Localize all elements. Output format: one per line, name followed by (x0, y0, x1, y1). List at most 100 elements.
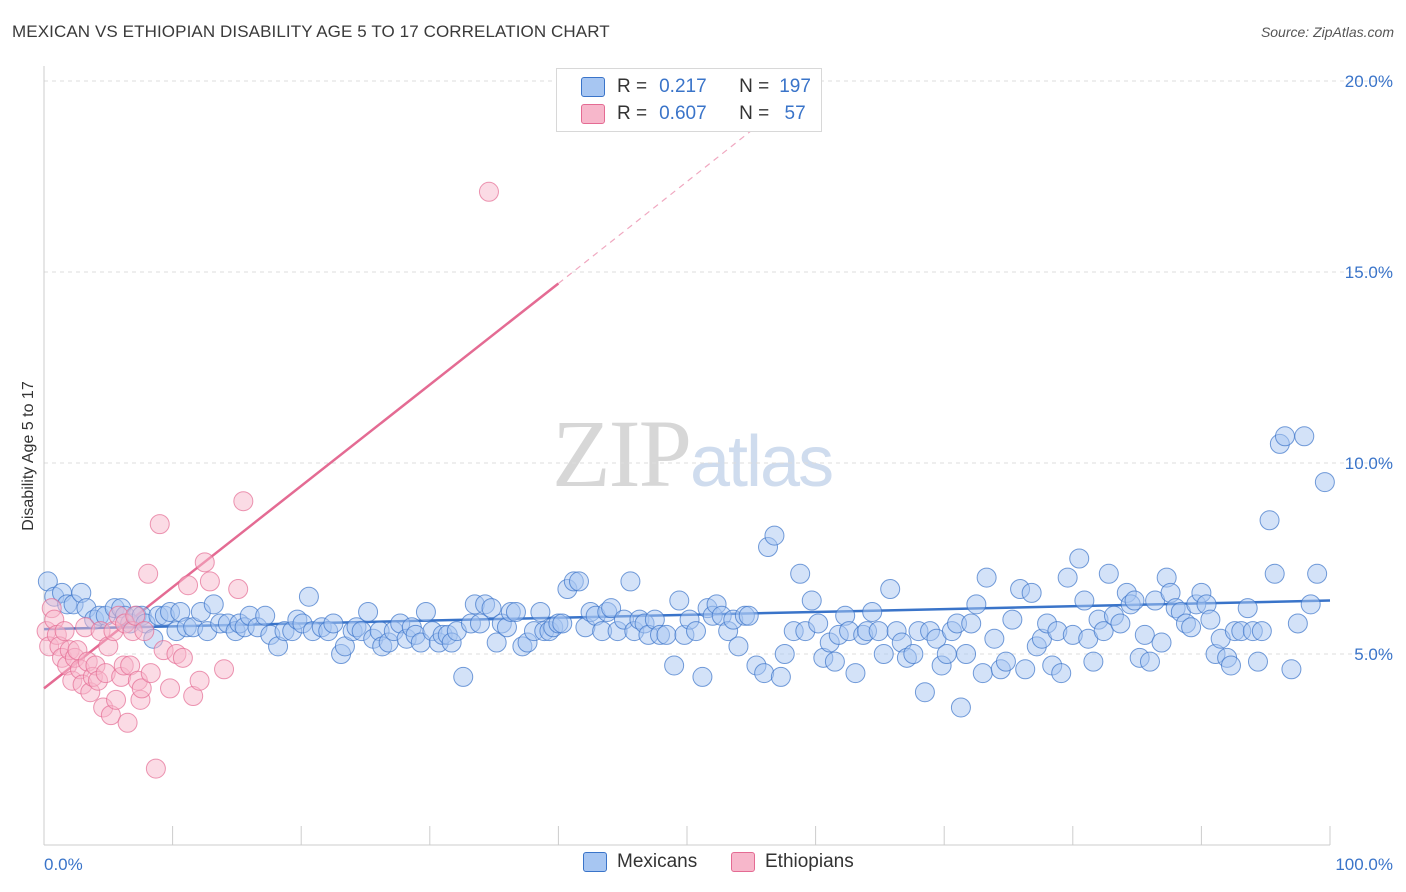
watermark-atlas: atlas (690, 422, 834, 502)
legend-label-mexicans: Mexicans (617, 851, 698, 872)
legend-swatch-pink (581, 104, 605, 124)
ethiopian-point (172, 647, 193, 668)
ethiopian-point (117, 712, 138, 733)
mexican-point (976, 567, 997, 588)
mexican-point (1015, 659, 1036, 680)
mexican-point (453, 666, 474, 687)
ethiopian-point (134, 621, 155, 642)
mexican-point (845, 663, 866, 684)
mexican-point (824, 651, 845, 672)
ethiopian-point (160, 678, 181, 699)
mexican-point (469, 613, 490, 634)
mexican-point (505, 601, 526, 622)
mexican-point (1110, 613, 1131, 634)
ethiopian-point (140, 663, 161, 684)
grid (44, 80, 1392, 655)
mexican-point (1134, 624, 1155, 645)
ethiopian-point (228, 579, 249, 600)
mexican-point (961, 613, 982, 634)
mexican-point (1251, 621, 1272, 642)
mexican-point (774, 644, 795, 664)
ethiopian-point (178, 575, 199, 596)
mexican-point (1300, 594, 1321, 615)
mexican-point (1002, 609, 1023, 630)
mexican-point (203, 594, 224, 615)
mexican-point (1247, 651, 1268, 672)
legend-row-ethiopians: R = 0.607 N = 57 (581, 102, 806, 126)
source-label: Source: ZipAtlas.com (1260, 24, 1394, 40)
mexican-point (415, 601, 436, 622)
mexican-point (1069, 548, 1090, 569)
ethiopian-point (149, 514, 170, 535)
mexican-point (1181, 617, 1202, 638)
mexican-point (1057, 567, 1078, 588)
mexican-point (601, 598, 622, 619)
mexican-point (754, 663, 775, 684)
mexican-point (1074, 590, 1095, 611)
legend-item-ethiopians[interactable]: Ethiopians (731, 851, 854, 873)
legend-n-value: 57 (779, 103, 806, 124)
legend-swatch-ethiopians (731, 852, 755, 872)
legend-n-label: N = (739, 76, 770, 97)
legend-r-value: 0.217 (659, 76, 707, 97)
mexican-point (903, 644, 924, 664)
ethiopian-point (194, 552, 215, 573)
mexican-point (1021, 582, 1042, 603)
mexican-point (972, 663, 993, 684)
mexican-point (880, 579, 901, 600)
legend-r-label: R = (617, 76, 648, 97)
mexican-point (1083, 651, 1104, 672)
legend-n-label: N = (739, 103, 770, 124)
mexican-point (664, 655, 685, 676)
mexican-point (323, 613, 344, 634)
mexican-point (862, 601, 883, 622)
mexican-point (358, 601, 379, 622)
y-tick-label: 20.0% (1345, 72, 1393, 91)
mexican-point (1281, 659, 1302, 680)
mexican-point (808, 613, 829, 634)
mexican-point (568, 571, 589, 592)
mexican-point (692, 666, 713, 687)
mexican-point (950, 697, 971, 718)
mexican-point (728, 636, 749, 657)
ethiopian-point (189, 670, 210, 691)
mexican-point (656, 624, 677, 645)
data-points (36, 181, 1335, 779)
trend-line-ethiopians-extension (558, 130, 752, 284)
ethiopian-point (138, 563, 159, 584)
legend-item-mexicans[interactable]: Mexicans (583, 851, 697, 873)
mexican-point (1237, 598, 1258, 619)
mexican-point (1093, 621, 1114, 642)
mexican-point (790, 563, 811, 584)
mexican-point (995, 651, 1016, 672)
mexican-point (1287, 613, 1308, 634)
mexican-point (1307, 563, 1328, 584)
mexican-point (1264, 563, 1285, 584)
mexican-point (1259, 510, 1280, 531)
ethiopian-point (54, 621, 75, 642)
mexican-point (966, 594, 987, 615)
y-tick-label: 15.0% (1345, 263, 1393, 282)
ethiopian-point (131, 678, 152, 699)
mexican-point (801, 590, 822, 611)
chart-title: MEXICAN VS ETHIOPIAN DISABILITY AGE 5 TO… (12, 22, 610, 41)
y-tick-label: 10.0% (1345, 454, 1393, 473)
mexican-point (1274, 426, 1295, 447)
mexican-point (1051, 663, 1072, 684)
legend-n-value: 197 (779, 76, 811, 97)
mexican-point (1098, 563, 1119, 584)
mexican-point (1314, 472, 1335, 493)
series-legend: Mexicans Ethiopians (0, 851, 1406, 877)
ethiopian-point (106, 689, 127, 710)
y-tick-label: 5.0% (1354, 645, 1393, 664)
mexican-point (1124, 590, 1145, 611)
mexican-point (868, 621, 889, 642)
legend-swatch-blue (581, 77, 605, 97)
ethiopian-point (233, 491, 254, 512)
ethiopian-point (214, 659, 235, 680)
y-axis-title: Disability Age 5 to 17 (20, 381, 37, 531)
mexican-point (255, 605, 276, 626)
ethiopian-point (145, 758, 166, 779)
legend-r-value: 0.607 (659, 103, 707, 124)
ethiopian-point (125, 605, 146, 626)
